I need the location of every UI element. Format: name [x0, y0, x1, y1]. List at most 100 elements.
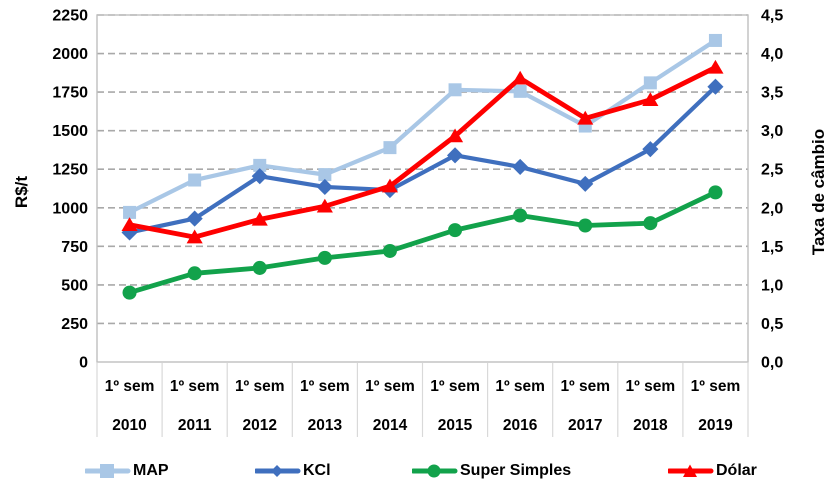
left-axis-tick-label: 1500: [52, 123, 88, 140]
right-axis-tick-label: 3,5: [761, 85, 783, 102]
series-line-map: [127, 38, 718, 215]
left-axis-tick-label: 1750: [52, 85, 88, 102]
map-legend-marker-icon: [85, 464, 131, 478]
left-axis-tick-label: 1000: [52, 200, 88, 217]
left-axis-tick-label: 750: [61, 239, 88, 256]
right-axis-tick-label: 3,0: [761, 123, 783, 140]
category-sem-label: 1º sem: [365, 378, 415, 395]
series-marker-triangle: [642, 92, 659, 107]
legend-item-super-simples: Super Simples: [412, 456, 571, 486]
category-sem-label: 1º sem: [235, 378, 285, 395]
series-marker-circle: [708, 185, 723, 200]
series-marker-triangle: [186, 229, 203, 244]
series-marker-circle: [578, 218, 593, 233]
series-marker-triangle: [446, 128, 464, 143]
series-marker-circle: [448, 223, 463, 238]
right-axis-tick-label: 2,5: [761, 162, 783, 179]
category-sem-label: 1º sem: [430, 378, 480, 395]
series-marker-diamond: [512, 158, 529, 175]
legend: MAP KCl Super Simples Dólar: [0, 456, 836, 486]
series-line-kcl: [127, 84, 718, 235]
right-axis-tick-label: 4,5: [761, 8, 783, 25]
legend-label: KCl: [303, 462, 331, 479]
series-marker-diamond: [316, 178, 333, 196]
series-marker-circle: [382, 243, 397, 258]
category-year-label: 2016: [503, 417, 538, 434]
series-marker-diamond: [642, 141, 659, 158]
category-year-label: 2014: [373, 417, 408, 434]
category-sem-label: 1º sem: [691, 378, 741, 395]
series-marker-triangle: [251, 211, 268, 226]
right-axis-title: Taxa de câmbio: [809, 129, 828, 255]
category-sem-label: 1º sem: [495, 378, 545, 395]
category-year-label: 2010: [112, 417, 146, 434]
series-marker-diamond: [186, 210, 203, 227]
right-axis-tick-label: 0,5: [761, 316, 783, 333]
category-year-label: 2011: [178, 417, 212, 434]
left-axis-tick-label: 500: [61, 277, 88, 294]
series-marker-circle: [643, 216, 658, 231]
series-marker-triangle: [121, 217, 138, 231]
series-marker-diamond: [577, 175, 594, 192]
right-axis-tick-label: 1,0: [761, 277, 783, 294]
category-year-label: 2012: [243, 417, 277, 434]
category-sem-label: 1º sem: [300, 378, 350, 395]
series-marker-square: [188, 173, 202, 187]
category-year-label: 2018: [633, 417, 668, 434]
category-sem-label: 1º sem: [170, 378, 220, 395]
series-marker-triangle: [577, 110, 594, 125]
left-axis-tick-label: 1250: [52, 162, 88, 179]
series-marker-triangle: [316, 198, 333, 213]
category-year-label: 2015: [438, 417, 473, 434]
category-year-label: 2013: [308, 417, 343, 434]
series-marker-square: [383, 141, 397, 155]
series-marker-square: [643, 76, 657, 90]
right-axis-tick-label: 1,5: [761, 239, 783, 256]
left-axis-tick-label: 2250: [52, 8, 88, 25]
d-lar-legend-marker-icon: [668, 464, 714, 477]
right-axis-tick-label: 0,0: [761, 355, 783, 372]
series-marker-square: [123, 205, 137, 219]
series-marker-square: [708, 33, 722, 47]
legend-label: Super Simples: [460, 462, 572, 479]
left-axis-tick-label: 0: [79, 355, 88, 372]
series-marker-diamond: [121, 224, 138, 241]
super-simples-legend-marker-icon: [412, 464, 458, 478]
series-line-d-lar: [127, 65, 718, 240]
series-marker-triangle: [512, 70, 529, 85]
left-axis-tick-label: 2000: [52, 46, 88, 63]
series-marker-square: [318, 168, 332, 182]
series-marker-diamond: [707, 78, 724, 95]
category-sem-label: 1º sem: [560, 378, 610, 395]
plot-border: [96, 14, 749, 363]
series-marker-square: [448, 83, 462, 97]
category-year-label: 2019: [698, 417, 733, 434]
left-axis-tick-label: 250: [61, 316, 88, 333]
series-marker-circle: [317, 250, 332, 265]
category-sem-label: 1º sem: [105, 378, 155, 395]
legend-item-d-lar: Dólar: [668, 456, 757, 486]
category-year-label: 2017: [568, 417, 602, 434]
kcl-legend-marker-icon: [255, 465, 301, 477]
series-line-super-simples: [127, 189, 718, 296]
category-sem-label: 1º sem: [626, 378, 676, 395]
legend-item-map: MAP: [85, 456, 169, 486]
series-marker-diamond: [446, 147, 464, 164]
series-marker-circle: [187, 266, 202, 281]
series-marker-diamond: [251, 168, 268, 185]
series-marker-square: [513, 84, 527, 98]
right-axis-tick-label: 2,0: [761, 200, 783, 217]
series-marker-circle: [122, 285, 137, 300]
right-axis-tick-label: 4,0: [761, 46, 783, 63]
series-marker-square: [253, 158, 267, 172]
left-axis-title: R$/t: [12, 176, 31, 208]
series-marker-triangle: [381, 178, 399, 193]
legend-label: MAP: [133, 462, 169, 479]
legend-label: Dólar: [716, 462, 757, 479]
series-marker-circle: [252, 260, 267, 275]
series-marker-triangle: [707, 59, 724, 74]
series-marker-circle: [513, 208, 528, 223]
legend-item-kcl: KCl: [255, 456, 331, 486]
line-chart: 2250 2000 1750 1500 1250 1000 750 500 250 0 4,5 4,0…: [12, 8, 828, 437]
